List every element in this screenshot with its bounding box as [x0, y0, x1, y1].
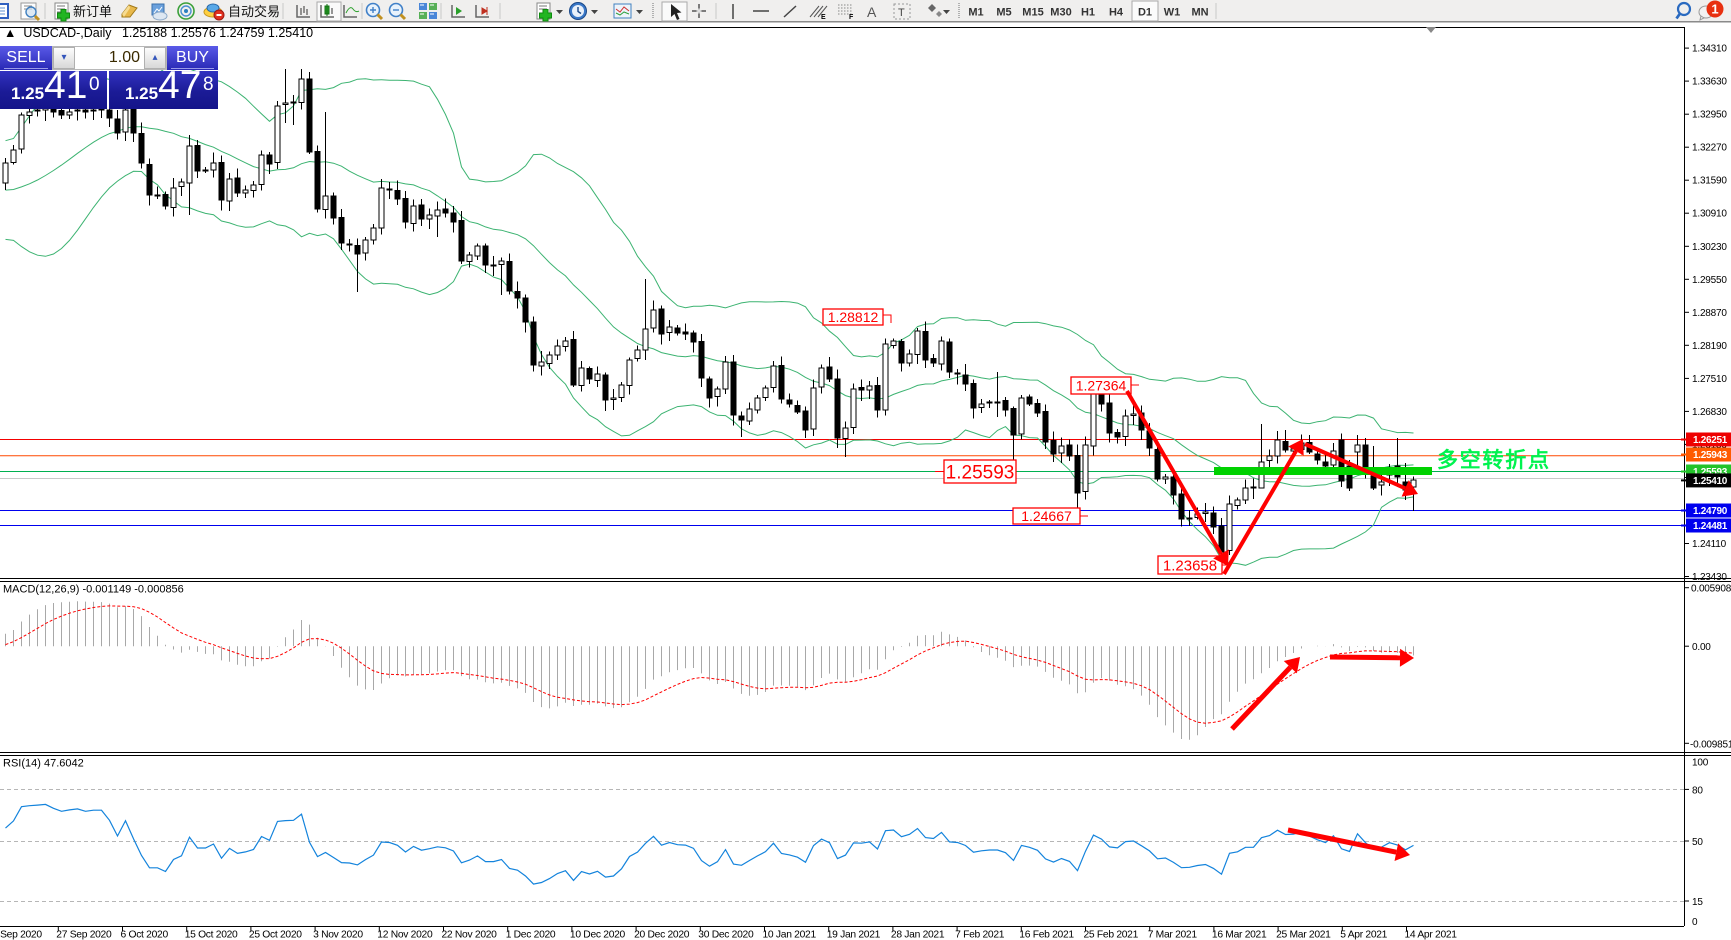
svg-text:7 Feb 2021: 7 Feb 2021 — [955, 930, 1005, 940]
svg-text:1.28812: 1.28812 — [828, 309, 879, 325]
svg-text:1.32950: 1.32950 — [1692, 110, 1727, 121]
svg-text:10 Dec 2020: 10 Dec 2020 — [570, 930, 626, 940]
svg-text:28 Jan 2021: 28 Jan 2021 — [891, 930, 945, 940]
svg-text:1.28870: 1.28870 — [1692, 308, 1727, 319]
svg-text:16 Feb 2021: 16 Feb 2021 — [1019, 930, 1074, 940]
svg-text:15 Oct 2020: 15 Oct 2020 — [185, 930, 238, 940]
svg-text:1.32270: 1.32270 — [1692, 143, 1727, 154]
svg-text:M30: M30 — [1050, 7, 1071, 19]
svg-text:MN: MN — [1191, 7, 1208, 19]
svg-text:0: 0 — [1692, 917, 1698, 928]
svg-text:自动交易: 自动交易 — [228, 4, 280, 19]
svg-text:M5: M5 — [996, 7, 1011, 19]
svg-text:新订单: 新订单 — [73, 4, 112, 19]
svg-text:7 Sep 2020: 7 Sep 2020 — [0, 930, 42, 940]
svg-text:MACD(12,26,9) -0.001149 -0.000: MACD(12,26,9) -0.001149 -0.000856 — [3, 584, 184, 596]
svg-text:W1: W1 — [1164, 7, 1181, 19]
svg-text:25 Feb 2021: 25 Feb 2021 — [1084, 930, 1139, 940]
svg-text:1.23658: 1.23658 — [1163, 557, 1217, 574]
svg-text:多空转折点: 多空转折点 — [1437, 448, 1549, 472]
svg-text:30 Dec 2020: 30 Dec 2020 — [698, 930, 754, 940]
svg-text:25 Mar 2021: 25 Mar 2021 — [1276, 930, 1331, 940]
svg-text:27 Sep 2020: 27 Sep 2020 — [56, 930, 112, 940]
svg-text:22 Nov 2020: 22 Nov 2020 — [442, 930, 498, 940]
svg-text:10 Jan 2021: 10 Jan 2021 — [763, 930, 817, 940]
svg-text:1.33630: 1.33630 — [1692, 77, 1727, 88]
svg-text:1.26251: 1.26251 — [1693, 435, 1728, 446]
svg-text:1.30230: 1.30230 — [1692, 242, 1727, 253]
svg-text:100: 100 — [1692, 758, 1709, 769]
svg-text:F: F — [849, 14, 854, 21]
svg-text:1.24110: 1.24110 — [1692, 539, 1727, 550]
svg-text:1.27510: 1.27510 — [1692, 374, 1727, 385]
svg-text:E: E — [821, 14, 826, 21]
svg-text:19 Jan 2021: 19 Jan 2021 — [827, 930, 881, 940]
svg-text:D1: D1 — [1138, 7, 1152, 19]
svg-text:25 Oct 2020: 25 Oct 2020 — [249, 930, 302, 940]
svg-text:1 Dec 2020: 1 Dec 2020 — [506, 930, 556, 940]
svg-text:1.24667: 1.24667 — [1021, 508, 1072, 524]
svg-text:5 Apr 2021: 5 Apr 2021 — [1340, 930, 1387, 940]
svg-text:1.26830: 1.26830 — [1692, 407, 1727, 418]
svg-text:20 Dec 2020: 20 Dec 2020 — [634, 930, 690, 940]
svg-text:0.005908: 0.005908 — [1691, 584, 1731, 595]
svg-text:50: 50 — [1692, 837, 1703, 848]
svg-text:-0.009851: -0.009851 — [1690, 739, 1731, 750]
svg-text:6 Oct 2020: 6 Oct 2020 — [121, 930, 169, 940]
svg-text:15: 15 — [1692, 897, 1703, 908]
svg-text:1.25410: 1.25410 — [1693, 476, 1728, 487]
svg-text:▲ USDCAD-,Daily 1.25188 1.2: ▲ USDCAD-,Daily 1.25188 1.25576 1.24759 … — [4, 26, 313, 40]
svg-text:16 Mar 2021: 16 Mar 2021 — [1212, 930, 1267, 940]
svg-text:1.24481: 1.24481 — [1693, 521, 1728, 532]
svg-text:M1: M1 — [968, 7, 983, 19]
svg-text:A: A — [867, 4, 877, 20]
svg-text:RSI(14) 47.6042: RSI(14) 47.6042 — [3, 758, 84, 770]
svg-text:H1: H1 — [1081, 7, 1095, 19]
svg-text:M15: M15 — [1022, 7, 1043, 19]
svg-text:1.25593: 1.25593 — [946, 462, 1015, 483]
svg-text:1.25943: 1.25943 — [1693, 450, 1728, 461]
svg-text:12 Nov 2020: 12 Nov 2020 — [377, 930, 433, 940]
svg-text:1.25593: 1.25593 — [1693, 467, 1728, 478]
svg-text:1.24790: 1.24790 — [1693, 506, 1728, 517]
svg-text:14 Apr 2021: 14 Apr 2021 — [1405, 930, 1458, 940]
svg-text:1.27364: 1.27364 — [1076, 378, 1127, 394]
svg-text:1.23430: 1.23430 — [1692, 572, 1727, 583]
svg-text:T: T — [898, 7, 905, 19]
svg-text:H4: H4 — [1109, 7, 1124, 19]
svg-text:7 Mar 2021: 7 Mar 2021 — [1148, 930, 1198, 940]
svg-text:1.28190: 1.28190 — [1692, 341, 1727, 352]
svg-text:1.30910: 1.30910 — [1692, 209, 1727, 220]
svg-text:80: 80 — [1692, 785, 1703, 796]
svg-text:1.31590: 1.31590 — [1692, 176, 1727, 187]
svg-text:0.00: 0.00 — [1692, 642, 1711, 653]
svg-text:1: 1 — [1711, 2, 1718, 17]
svg-text:3 Nov 2020: 3 Nov 2020 — [313, 930, 363, 940]
svg-text:1.34310: 1.34310 — [1692, 44, 1727, 55]
svg-text:1.29550: 1.29550 — [1692, 275, 1727, 286]
